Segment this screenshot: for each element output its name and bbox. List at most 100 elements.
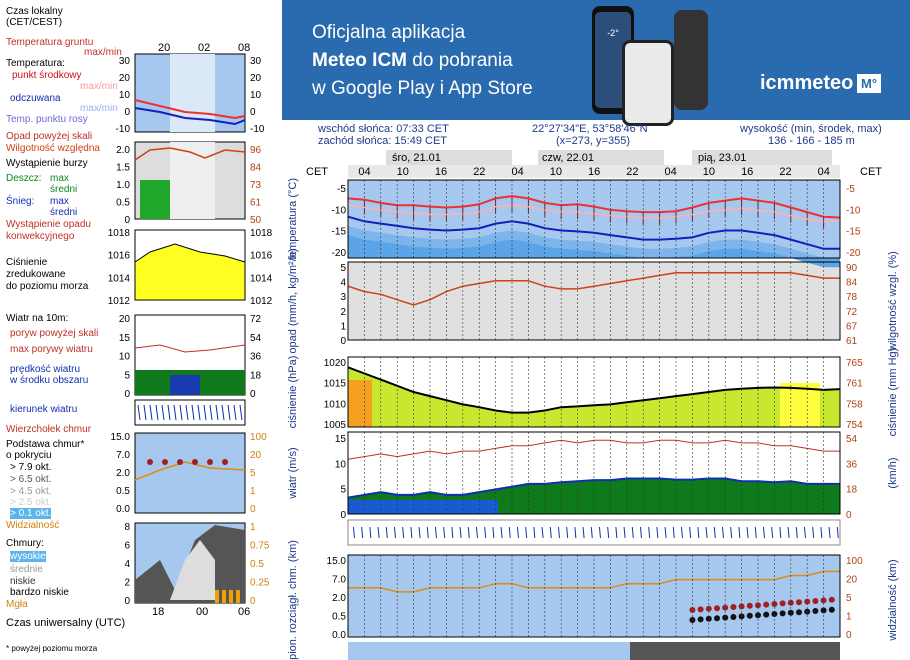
- wind-dir-arrow: [721, 526, 724, 539]
- wind-low-zone: [348, 500, 498, 514]
- legend-tick-right: 30: [250, 56, 262, 67]
- wind-dir-arrow: [812, 526, 815, 539]
- legend-tick-right: 50: [250, 215, 262, 226]
- y-tick-label: 15.0: [327, 556, 347, 567]
- cloud-base-dot: [705, 615, 712, 622]
- legend-local-tick: 20: [158, 42, 170, 54]
- legend-tick: 2.0: [116, 468, 130, 479]
- legend-fog-bar: [236, 590, 240, 603]
- pressure-area: [348, 367, 840, 427]
- y-tick-label-right: 72: [846, 307, 858, 318]
- legend-fog-bar: [215, 590, 219, 603]
- y-tick-label: 0: [340, 336, 346, 347]
- y-tick-label: 0.0: [332, 630, 346, 641]
- icmmeteo-logo: icmmeteo: [760, 72, 854, 94]
- legend-tick-right: 18: [250, 370, 262, 381]
- y-tick-label-right: 67: [846, 321, 858, 332]
- wind-dir-arrow: [516, 526, 519, 539]
- legend-wind-speed: prędkość wiatru: [10, 364, 81, 375]
- wind-dir-arrow: [352, 526, 355, 539]
- legend-wind-arrow: [239, 404, 243, 421]
- legend-tick-right: 0.5: [250, 559, 264, 570]
- sunrise-text: wschód słońca: 07:33 CET: [318, 123, 449, 135]
- legend-wind-arrow: [161, 404, 165, 421]
- legend-tick: 1018: [108, 228, 131, 239]
- legend-ground-mm: max/min: [84, 47, 122, 58]
- hour-label: 04: [358, 166, 370, 178]
- legend-wind-arrow: [167, 404, 171, 421]
- wind-dir-arrow: [549, 526, 552, 539]
- legend-fog-bar: [222, 590, 226, 603]
- precip-axis-title: opad (mm/h, kg/m²/h): [287, 248, 299, 353]
- legend-wind-arrow: [221, 404, 225, 421]
- legend-rain: Deszcz:: [6, 173, 42, 184]
- legend-tick-right: 0: [250, 596, 256, 607]
- legend-tick: 15.0: [111, 432, 131, 443]
- y-tick-label-right: 78: [846, 292, 858, 303]
- legend-storm: Wystąpienie burzy: [6, 158, 88, 169]
- legend-fog-bar: [229, 590, 233, 603]
- wind-dir-arrow: [467, 526, 470, 539]
- legend-wind-arrow: [143, 404, 147, 421]
- legend-rain-mean: średni: [50, 184, 78, 195]
- panel-frame: [347, 356, 841, 428]
- legend-tick-right: 20: [250, 73, 262, 84]
- promo-banner[interactable]: Oficjalna aplikacja Meteo ICM do pobrani…: [282, 0, 910, 126]
- cloud-base-dot: [787, 599, 794, 606]
- y-tick-label-right: 758: [846, 399, 863, 410]
- legend-maxmin: max/min: [80, 81, 118, 92]
- legend-okt45: > 4.5 okt.: [10, 486, 52, 497]
- hour-label: 04: [818, 166, 830, 178]
- cloud-base-dot: [828, 606, 835, 613]
- cet-label-right: CET: [860, 166, 882, 178]
- cloud-base-dot: [812, 608, 819, 614]
- hour-label: 04: [665, 166, 677, 178]
- legend-tick: 0: [124, 107, 130, 118]
- legend-wind-arrow: [137, 404, 141, 421]
- wind-dir-arrow: [639, 526, 642, 539]
- legend-low: niskie: [10, 576, 36, 587]
- legend-max-gusts: max porywy wiatru: [10, 344, 93, 355]
- legend-visibility: Widzialność: [6, 520, 60, 531]
- legend-tick: 7.0: [116, 450, 130, 461]
- legend-cloud-cover: o pokryciu: [6, 450, 52, 461]
- y-tick-label: 2: [340, 307, 346, 318]
- legend-snow-max: max: [50, 196, 69, 207]
- cloud-base-dot: [763, 601, 770, 608]
- day-label: pią, 23.01: [698, 152, 746, 164]
- wind-dir-arrow: [574, 526, 577, 539]
- cloud-base-dot: [746, 602, 753, 609]
- legend-wind-arrow: [215, 404, 219, 421]
- legend-local-zone: (CET/CEST): [6, 17, 63, 28]
- cloud-base-dot: [697, 606, 704, 613]
- y-tick-label: 10: [335, 459, 347, 470]
- legend-tick-right: 0: [250, 504, 256, 515]
- y-tick-label: 0: [340, 510, 346, 521]
- legend-cloud-dot: [147, 459, 153, 465]
- cloud-cover-area: [630, 642, 840, 660]
- y-tick-label: 5: [340, 263, 346, 274]
- wind-dir-arrow: [738, 526, 741, 539]
- legend-footnote: * powyżej poziomu morza: [6, 644, 98, 653]
- temp-axis-title: temperatura (°C): [287, 178, 299, 260]
- legend-tick-right: 54: [250, 333, 262, 344]
- wind-dir-arrow: [787, 526, 790, 539]
- legend-cloud-dot: [222, 459, 228, 465]
- hour-label: 10: [550, 166, 562, 178]
- legend-precip-conv: Wystąpienie opadu: [6, 219, 91, 230]
- wind-dir-arrow: [664, 526, 667, 539]
- panel-frame: [347, 431, 841, 515]
- legend-wind-arrow: [191, 404, 195, 421]
- wind-dir-arrow: [484, 526, 487, 539]
- legend-pressure: Ciśnienie: [6, 257, 48, 268]
- wind-dir-arrow: [762, 526, 765, 539]
- legend-tick-right: 10: [250, 90, 262, 101]
- legend-tick-right: 0.25: [250, 578, 270, 589]
- cloud-base-dot: [812, 598, 819, 604]
- pressure-mmhg-axis-title: ciśnienie (mm Hg): [887, 348, 899, 437]
- wind-dir-arrow: [730, 526, 733, 539]
- legend-tick-right: 20: [250, 450, 262, 461]
- hour-label: 10: [703, 166, 715, 178]
- cet-label-left: CET: [306, 166, 328, 178]
- cloud-base-dot: [828, 596, 835, 603]
